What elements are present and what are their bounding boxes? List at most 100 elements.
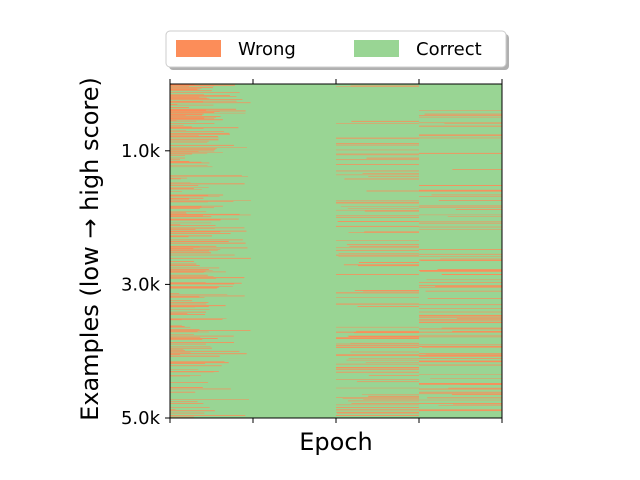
heatmap-wrong-segment [343,264,419,266]
heatmap-wrong-segment [348,232,419,233]
heatmap-wrong-segment [419,304,502,306]
heatmap-wrong-segment [170,403,204,404]
heatmap-wrong-segment [419,393,502,395]
heatmap-wrong-segment [170,352,191,354]
heatmap-wrong-segment [336,164,419,165]
heatmap-wrong-segment [170,139,219,141]
y-tick-label: 1.0k [121,141,161,162]
heatmap-wrong-segment [170,108,237,110]
heatmap-wrong-segment [170,162,210,164]
heatmap-wrong-segment [170,311,206,313]
heatmap-wrong-segment [419,125,502,127]
heatmap-wrong-segment [451,394,502,396]
heatmap-wrong-segment [170,241,229,242]
heatmap-wrong-segment [170,128,204,129]
heatmap-wrong-segment [419,152,502,154]
heatmap-wrong-segment [170,183,245,185]
heatmap-wrong-segment [170,399,249,400]
heatmap-wrong-segment [170,306,209,307]
heatmap-wrong-segment [336,154,419,156]
heatmap-wrong-segment [170,247,248,249]
legend-label-correct: Correct [416,39,482,60]
heatmap-wrong-segment [425,290,502,292]
heatmap-wrong-segment [420,270,502,272]
heatmap-wrong-segment [170,135,199,136]
heatmap-wrong-segment [170,276,214,277]
heatmap-wrong-segment [419,409,502,411]
heatmap-wrong-segment [427,397,502,399]
heatmap-wrong-segment [170,151,199,152]
heatmap-wrong-segment [170,95,230,96]
heatmap-wrong-segment [357,306,419,307]
y-tick-label: 5.0k [121,408,161,429]
heatmap-wrong-segment [170,85,215,87]
heatmap-wrong-segment [336,367,419,368]
heatmap-wrong-segment [419,206,502,208]
heatmap-wrong-segment [419,282,502,283]
legend: Wrong Correct [165,30,509,70]
heatmap-wrong-segment [336,209,419,211]
heatmap-wrong-segment [419,322,502,324]
heatmap-wrong-segment [170,177,187,179]
heatmap-wrong-segment [336,123,419,124]
legend-box [165,30,507,68]
heatmap-wrong-segment [170,401,198,403]
heatmap-wrong-segment [170,415,246,416]
heatmap-wrong-segment [336,331,419,333]
heatmap-wrong-segment [170,116,216,118]
heatmap-wrong-segment [170,117,205,119]
heatmap-wrong-segment [336,159,419,161]
heatmap-wrong-segment [170,101,203,103]
heatmap-wrong-segment [170,97,207,99]
heatmap-wrong-segment [437,269,502,271]
heatmap-wrong-segment [170,155,185,156]
heatmap-wrong-segment [336,217,419,218]
heatmap-wrong-segment [336,397,419,398]
heatmap-wrong-segment [419,226,502,228]
heatmap-wrong-segment [170,205,223,207]
heatmap-wrong-segment [425,354,502,355]
heatmap-wrong-segment [419,353,502,355]
heatmap-wrong-segment [336,247,419,249]
heatmap-wrong-segment [170,120,177,121]
heatmap-wrong-segment [170,335,234,337]
heatmap-wrong-segment [170,314,206,315]
heatmap-wrong-segment [170,300,193,302]
heatmap-wrong-segment [170,239,243,241]
heatmap-wrong-segment [419,314,502,316]
heatmap-wrong-segment [441,327,502,329]
heatmap-wrong-segment [419,336,502,338]
heatmap-wrong-segment [419,358,502,359]
heatmap-wrong-segment [170,412,205,414]
heatmap-wrong-segment [170,416,194,418]
heatmap-wrong-segment [170,343,206,345]
heatmap-wrong-segment [362,173,419,174]
heatmap-cells [170,84,502,419]
heatmap-wrong-segment [170,330,251,331]
heatmap-wrong-segment [336,343,419,345]
heatmap-wrong-segment [170,246,200,248]
heatmap-wrong-segment [349,245,419,247]
heatmap-wrong-segment [366,190,419,192]
heatmap-wrong-segment [170,206,202,208]
heatmap-wrong-segment [170,334,194,335]
heatmap-wrong-segment [336,174,419,176]
heatmap-wrong-segment [170,113,204,115]
heatmap-wrong-segment [364,210,419,212]
heatmap-wrong-segment [170,140,209,142]
heatmap-wrong-segment [170,303,207,305]
heatmap-wrong-segment [419,115,502,117]
heatmap-wrong-segment [170,274,208,276]
heatmap-wrong-segment [419,222,502,224]
heatmap-wrong-segment [419,315,502,317]
heatmap-wrong-segment [419,364,502,366]
heatmap-wrong-segment [346,359,419,361]
heatmap-wrong-segment [170,233,231,234]
heatmap-wrong-segment [170,257,251,259]
heatmap-wrong-segment [427,298,502,299]
heatmap-wrong-segment [170,227,245,229]
heatmap-wrong-segment [419,354,502,356]
heatmap-wrong-segment [368,395,419,397]
heatmap-wrong-segment [170,302,209,303]
heatmap-wrong-segment [170,354,181,355]
